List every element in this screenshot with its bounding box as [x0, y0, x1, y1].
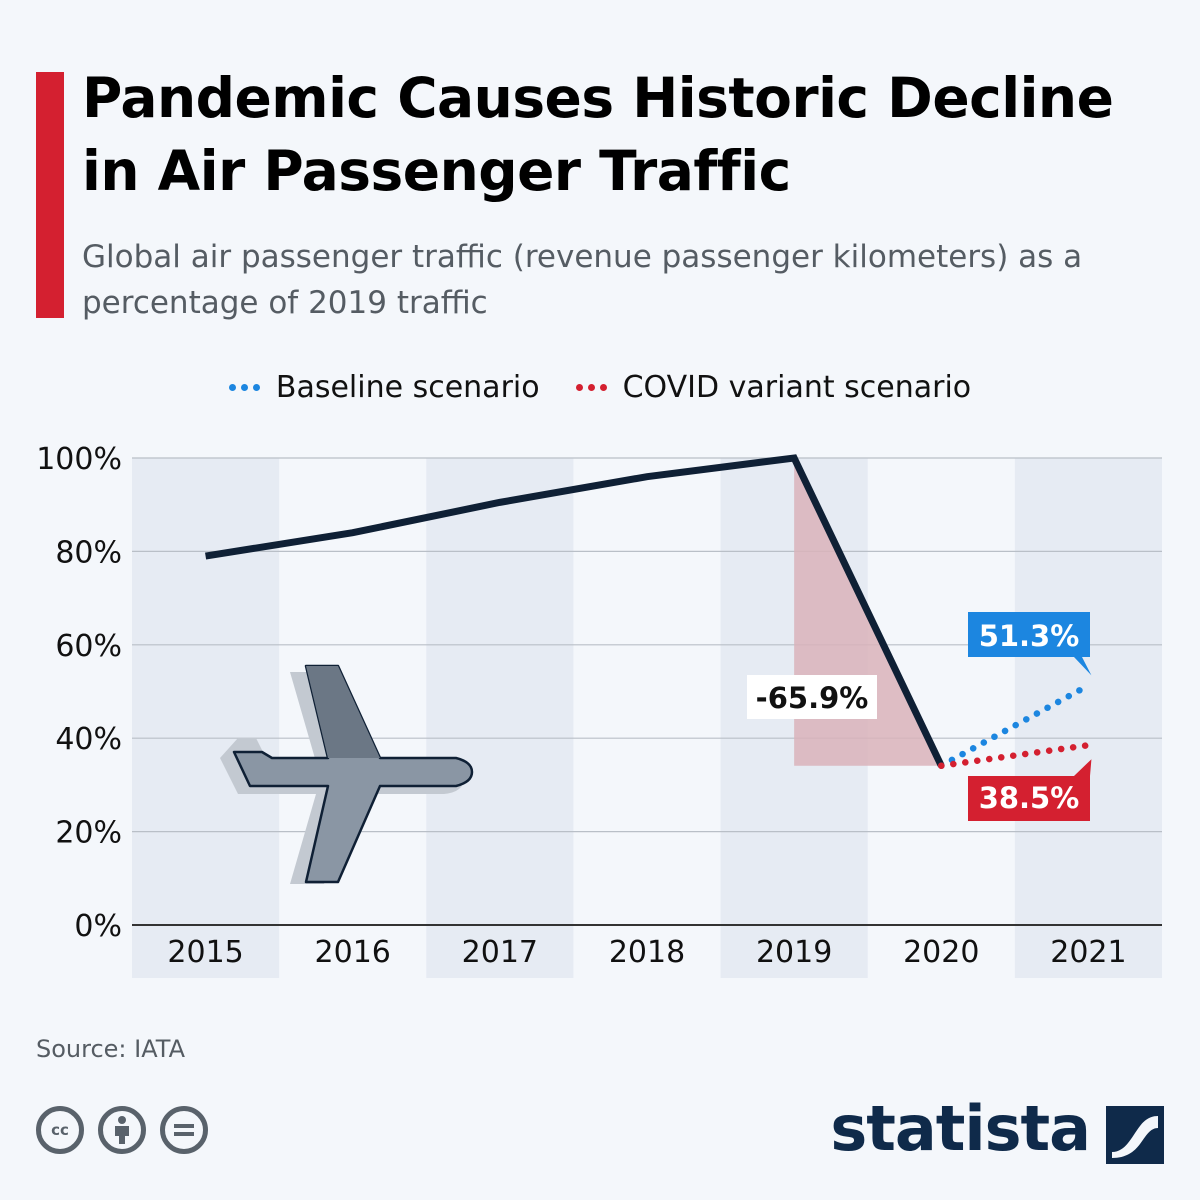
brand-logo-icon[interactable]: [1106, 1106, 1164, 1164]
x-tick-label: 2015: [167, 935, 243, 970]
x-tick-label: 2021: [1050, 935, 1126, 970]
license-icons: cc: [36, 1106, 208, 1154]
source-note: Source: IATA: [36, 1035, 185, 1063]
y-tick-label: 0%: [74, 909, 122, 944]
accent-bar: [36, 72, 64, 318]
legend-item-baseline: Baseline scenario: [228, 370, 540, 405]
drop-label: -65.9%: [747, 675, 877, 719]
y-tick-label: 100%: [36, 442, 122, 477]
chart-title: Pandemic Causes Historic Decline in Air …: [82, 66, 1114, 203]
drop-label-text: -65.9%: [756, 681, 869, 715]
series-line-actual: [205, 454, 945, 768]
covid-label-box: [968, 759, 1092, 821]
gridlines: [132, 457, 1162, 926]
column-band: [426, 458, 574, 978]
x-tick-label: 2019: [756, 935, 832, 970]
baseline-label-box: [968, 612, 1092, 676]
x-tick-label: 2018: [609, 935, 685, 970]
y-axis-ticks: 0% 20% 40% 60% 80% 100%: [36, 442, 122, 944]
drop-label-box: [747, 675, 877, 719]
y-tick-label: 60%: [55, 629, 122, 664]
x-tick-label: 2016: [315, 935, 391, 970]
column-band: [132, 458, 280, 978]
cc-icon[interactable]: cc: [36, 1106, 84, 1154]
y-tick-label: 40%: [55, 722, 122, 757]
series-lines: [205, 454, 1092, 770]
column-bands: [132, 458, 1162, 978]
covid-label-text: 38.5%: [979, 781, 1080, 815]
covid-dots-icon: [575, 384, 607, 391]
covid-end-label: 38.5%: [968, 759, 1092, 821]
airplane-icon: [220, 664, 474, 884]
legend-label-covid: COVID variant scenario: [622, 370, 972, 405]
x-tick-label: 2017: [462, 935, 538, 970]
brand-logo-text[interactable]: statista: [830, 1092, 1091, 1165]
no-derivatives-icon[interactable]: [160, 1106, 208, 1154]
y-tick-label: 20%: [55, 816, 122, 851]
baseline-label-text: 51.3%: [979, 619, 1080, 653]
chart-subtitle: Global air passenger traffic (revenue pa…: [82, 239, 1083, 321]
legend-label-baseline: Baseline scenario: [275, 370, 540, 405]
data-labels: -65.9% 51.3% 38.5%: [747, 612, 1092, 821]
baseline-end-label: 51.3%: [968, 612, 1092, 676]
legend-item-covid: COVID variant scenario: [575, 370, 972, 405]
legend: Baseline scenario COVID variant scenario: [0, 370, 1200, 405]
baseline-dots-icon: [228, 384, 260, 391]
column-band: [1014, 458, 1162, 978]
x-axis-ticks: 2015 2016 2017 2018 2019 2020 2021: [167, 935, 1126, 970]
y-tick-label: 80%: [55, 535, 122, 570]
x-tick-label: 2020: [903, 935, 979, 970]
attribution-icon[interactable]: [98, 1106, 146, 1154]
chart-area: 0%20%40%60%80%100% 2015 2016 2017 2018 2019 2…: [36, 442, 1162, 978]
series-line-baseline: [938, 682, 1092, 770]
series-line-covid: [938, 741, 1092, 770]
